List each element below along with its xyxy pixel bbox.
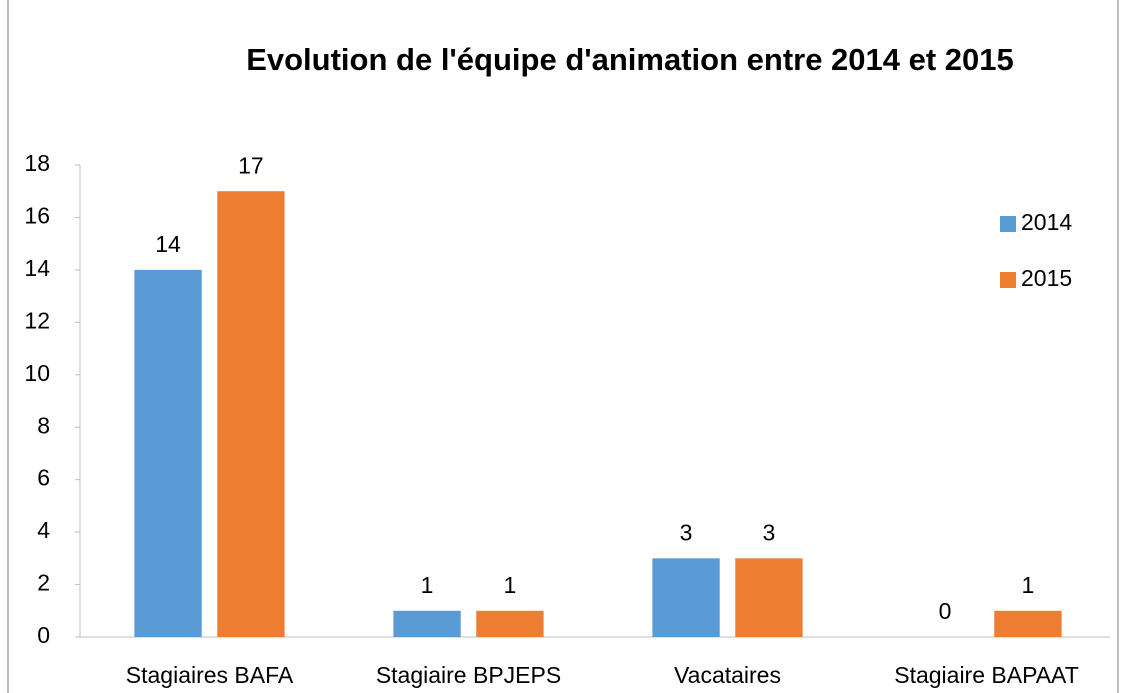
x-tick-label: Vacataires	[674, 662, 781, 688]
y-tick-label: 4	[37, 517, 50, 543]
y-tick-label: 16	[24, 203, 50, 229]
legend-swatch	[1000, 272, 1016, 288]
data-label: 3	[763, 519, 776, 545]
y-tick-label: 0	[37, 622, 50, 648]
y-tick-label: 2	[37, 570, 50, 596]
data-label: 14	[155, 231, 181, 257]
legend-swatch	[1000, 216, 1016, 232]
y-tick-label: 12	[24, 307, 50, 333]
chart-title: Evolution de l'équipe d'animation entre …	[246, 42, 1014, 77]
y-tick-label: 8	[37, 412, 50, 438]
data-label: 1	[421, 572, 434, 598]
data-label: 1	[504, 572, 517, 598]
y-tick-label: 18	[24, 150, 50, 176]
bar	[393, 610, 461, 637]
bar	[652, 558, 720, 637]
data-label: 3	[680, 519, 693, 545]
data-label: 1	[1022, 572, 1035, 598]
bar	[217, 191, 285, 637]
x-tick-label: Stagiaire BAPAAT	[894, 662, 1079, 688]
data-label: 0	[939, 598, 952, 624]
x-tick-label: Stagiaire BPJEPS	[376, 662, 561, 688]
bar	[134, 269, 202, 637]
y-tick-label: 10	[24, 360, 50, 386]
bar	[476, 610, 544, 637]
y-tick-label: 6	[37, 465, 50, 491]
x-tick-label: Stagiaires BAFA	[126, 662, 294, 688]
bar	[735, 558, 803, 637]
data-label: 17	[238, 152, 264, 178]
legend-label: 2015	[1021, 265, 1072, 291]
y-tick-label: 14	[24, 255, 50, 281]
legend-label: 2014	[1021, 209, 1072, 235]
chart-border	[7, 0, 1119, 693]
bar	[994, 610, 1062, 637]
